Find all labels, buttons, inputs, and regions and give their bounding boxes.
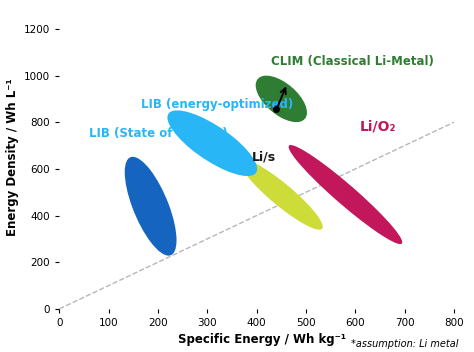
Text: LIB (State of the art): LIB (State of the art) bbox=[89, 127, 228, 140]
Text: Li/O₂: Li/O₂ bbox=[360, 120, 397, 134]
Ellipse shape bbox=[125, 157, 176, 256]
X-axis label: Specific Energy / Wh kg⁻¹: Specific Energy / Wh kg⁻¹ bbox=[178, 333, 346, 346]
Text: LIB (energy-optimized): LIB (energy-optimized) bbox=[141, 98, 293, 111]
Ellipse shape bbox=[289, 145, 402, 244]
Y-axis label: Energy Density / Wh L⁻¹: Energy Density / Wh L⁻¹ bbox=[6, 78, 18, 236]
Text: Li/s: Li/s bbox=[252, 151, 276, 164]
Ellipse shape bbox=[167, 111, 257, 176]
Text: *assumption: Li metal: *assumption: Li metal bbox=[351, 339, 458, 349]
Ellipse shape bbox=[255, 76, 307, 122]
Ellipse shape bbox=[240, 159, 323, 230]
Text: CLIM (Classical Li-Metal): CLIM (Classical Li-Metal) bbox=[272, 55, 434, 68]
